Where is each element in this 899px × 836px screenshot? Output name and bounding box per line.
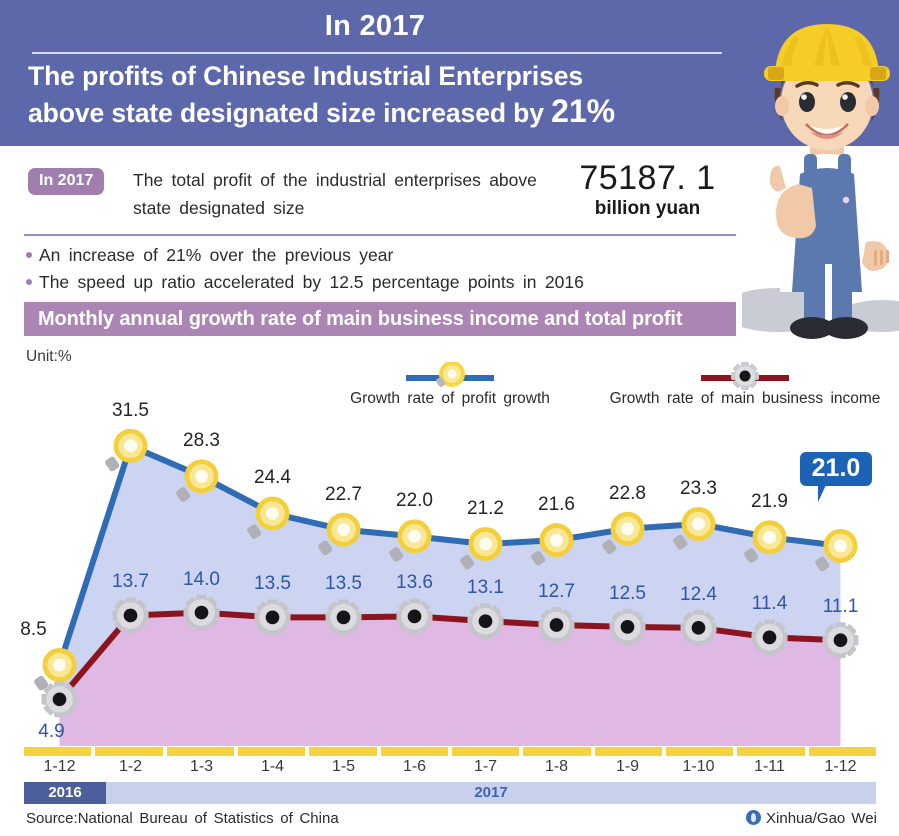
axis-tick-bar <box>451 747 520 756</box>
lightbulb-icon <box>531 523 574 566</box>
gear-icon <box>254 599 291 636</box>
chart-svg <box>34 428 859 746</box>
lightbulb-icon <box>436 362 465 388</box>
chart-title-band: Monthly annual growth rate of main busin… <box>24 302 736 336</box>
axis-tick-bars <box>24 747 876 756</box>
axis-tick-bar <box>594 747 662 756</box>
legend-icon-profit <box>339 362 561 390</box>
gear-icon <box>822 622 859 659</box>
year-label-2017: 2017 <box>474 784 508 801</box>
x-axis-label: 1-10 <box>682 758 715 775</box>
lightbulb-icon <box>460 526 503 570</box>
x-axis-label: 1-7 <box>473 758 498 775</box>
x-axis-labels: 1-12 1-2 1-3 1-4 1-5 1-6 1-7 1-8 1-9 1-10 1-11 1-12 <box>24 758 876 782</box>
lightbulb-icon <box>176 459 219 502</box>
bullet-text: An increase of 21% over the previous yea… <box>39 245 394 265</box>
summary-divider <box>24 234 736 236</box>
status-badge: In 2017 <box>28 168 105 195</box>
total-profit-value: 75187. 1 <box>579 159 716 197</box>
chart-title: Monthly annual growth rate of main busin… <box>38 308 683 330</box>
credit-text: Xinhua/Gao Wei <box>766 810 877 827</box>
summary-description: The total profit of the industrial enter… <box>133 170 537 218</box>
lightbulb-icon <box>673 506 716 550</box>
chart-legend: Growth rate of profit growth <box>335 362 899 414</box>
gear-icon <box>609 608 646 645</box>
headline-line-2-text: above state designated size increased by <box>28 98 552 129</box>
x-axis-label: 1-3 <box>189 758 214 775</box>
x-axis-label: 1-12 <box>43 758 76 775</box>
axis-tick-bar <box>380 747 448 756</box>
gear-icon <box>183 594 220 631</box>
headline-percent: 21% <box>551 93 615 130</box>
year-strip: 2016 2017 <box>24 782 876 804</box>
axis-tick-bar <box>166 747 234 756</box>
axis-tick-bar <box>95 747 163 756</box>
source-note: Source:National Bureau of Statistics of … <box>26 810 339 827</box>
legend-label-profit: Growth rate of profit growth <box>350 390 550 407</box>
x-axis-label: 1-2 <box>118 758 143 775</box>
summary-block: In 2017 The total profit of the industri… <box>0 146 760 294</box>
legend-icon-income <box>595 362 895 390</box>
lightbulb-icon <box>34 648 77 691</box>
bullet-text: The speed up ratio accelerated by 12.5 p… <box>39 271 584 292</box>
gear-icon <box>41 681 78 718</box>
legend-label-income: Growth rate of main business income <box>609 390 881 407</box>
header-divider <box>32 52 722 54</box>
lightbulb-icon <box>105 428 148 472</box>
lightbulb-icon <box>389 519 432 562</box>
x-axis-label: 1-5 <box>331 758 356 775</box>
gear-icon <box>467 603 504 640</box>
lightbulb-icon <box>602 511 645 555</box>
callout-value: 21.0 <box>811 454 861 482</box>
gear-icon <box>112 597 149 634</box>
xinhua-logo-icon <box>746 810 762 825</box>
lightbulb-icon <box>744 520 787 563</box>
gear-icon <box>751 619 788 656</box>
x-axis-label: 1-12 <box>824 758 857 775</box>
gear-icon <box>731 362 759 390</box>
headline-line-2: above state designated size increased by… <box>28 92 752 131</box>
legend-item-income: Growth rate of main business income <box>595 362 895 408</box>
gear-icon <box>396 598 433 635</box>
credit-note: Xinhua/Gao Wei <box>746 810 877 827</box>
chart-plot-area: 8.5 31.5 28.3 24.4 22.7 22.0 21.2 21.6 22.8 23.3 2… <box>0 336 899 746</box>
axis-tick-bar <box>24 747 92 756</box>
legend-item-profit: Growth rate of profit growth <box>339 362 561 408</box>
page-title: In 2017 <box>324 10 426 42</box>
gear-icon <box>680 609 717 646</box>
axis-tick-bar <box>808 747 876 756</box>
bullet-dot-icon <box>26 252 32 258</box>
total-profit-unit: billion yuan <box>594 198 701 219</box>
headline: The profits of Chinese Industrial Enterp… <box>28 60 752 131</box>
x-axis-label: 1-9 <box>615 758 640 775</box>
list-item: The speed up ratio accelerated by 12.5 p… <box>26 269 726 296</box>
callout-badge: 21.0 <box>800 452 872 486</box>
axis-tick-bar <box>665 747 734 756</box>
year-label-2016: 2016 <box>24 782 106 804</box>
axis-tick-bar <box>237 747 306 756</box>
axis-tick-bar <box>523 747 591 756</box>
summary-bullet-list: An increase of 21% over the previous yea… <box>26 242 726 296</box>
unit-label: Unit:% <box>26 348 72 365</box>
x-axis-label: 1-8 <box>544 758 569 775</box>
lightbulb-icon <box>815 528 858 572</box>
x-axis-label: 1-11 <box>754 758 785 775</box>
gear-icon <box>325 599 362 636</box>
gear-icon <box>538 606 575 643</box>
x-axis-label: 1-6 <box>402 758 427 775</box>
headline-line-1: The profits of Chinese Industrial Enterp… <box>28 61 584 91</box>
worker-mascot-illustration <box>742 24 899 339</box>
list-item: An increase of 21% over the previous yea… <box>26 242 726 269</box>
header-banner: In 2017 The profits of Chinese Industria… <box>0 0 899 146</box>
lightbulb-icon <box>247 496 290 539</box>
bullet-dot-icon <box>26 278 32 285</box>
callout-tail <box>818 485 834 502</box>
lightbulb-icon <box>318 512 361 556</box>
axis-tick-bar <box>737 747 805 756</box>
axis-tick-bar <box>309 747 377 756</box>
x-axis-label: 1-4 <box>260 758 285 775</box>
